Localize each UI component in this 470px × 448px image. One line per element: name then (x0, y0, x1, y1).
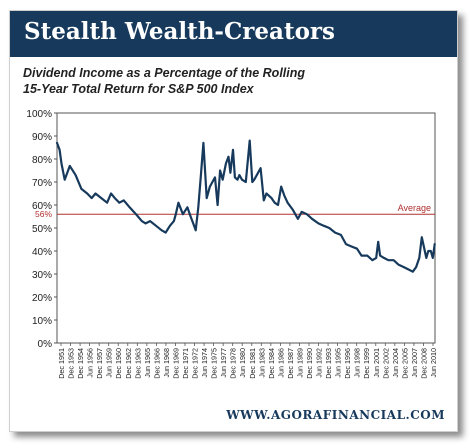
x-tick-label: Jun 2010 (429, 348, 438, 378)
y-tick-label: 10% (32, 316, 52, 327)
x-tick-label: Dec 1966 (152, 348, 161, 379)
x-tick-label: Jun 1959 (105, 348, 114, 378)
x-tick-label: Dec 1993 (324, 348, 333, 379)
x-tick-label: Jun 1968 (162, 348, 171, 378)
x-tick-label: Dec 1990 (305, 348, 314, 379)
chart-subtitle: 15-Year Total Return for S&P 500 Index (23, 82, 254, 96)
x-tick-label: Dec 2008 (419, 348, 428, 379)
series-line (55, 139, 436, 273)
y-tick-label: 50% (32, 224, 52, 235)
x-tick-label: Dec 1969 (171, 348, 180, 379)
x-tick-label: Dec 1996 (343, 348, 352, 379)
x-tick-label: Jun 1989 (295, 348, 304, 378)
header-banner: Stealth Wealth-Creators (10, 11, 457, 57)
x-tick-label: Dec 1975 (210, 348, 219, 379)
chart-card: Stealth Wealth-Creators Dividend Income … (9, 10, 458, 432)
x-tick-label: Jun 1956 (86, 348, 95, 378)
x-tick-label: Dec 1962 (124, 348, 133, 379)
x-tick-label: Jun 1977 (219, 348, 228, 378)
y-tick-label: 90% (32, 132, 52, 143)
average-value-label: 56% (35, 209, 52, 219)
x-tick-label: Dec 1971 (181, 348, 190, 379)
x-tick-label: Jun 1974 (200, 348, 209, 378)
x-tick-label: Dec 1987 (286, 348, 295, 379)
x-tick-label: Jun 2004 (391, 348, 400, 378)
y-tick-label: 40% (32, 247, 52, 258)
x-tick-label: Dec 1951 (57, 348, 66, 379)
x-tick-label: Dec 2002 (381, 348, 390, 379)
x-tick-label: Jun 1986 (276, 348, 285, 378)
x-tick-label: Dec 1978 (229, 348, 238, 379)
average-label: Average (398, 203, 431, 213)
footer: WWW.AGORAFINANCIAL.COM (10, 406, 457, 424)
x-tick-label: Dec 1957 (95, 348, 104, 379)
plot-frame (56, 112, 436, 344)
x-tick-label: Jun 1992 (315, 348, 324, 378)
x-tick-label: Dec 1954 (76, 348, 85, 379)
x-tick-label: Jun 2001 (372, 348, 381, 378)
x-tick-label: Dec 1999 (362, 348, 371, 379)
y-tick-label: 80% (32, 155, 52, 166)
y-tick-label: 60% (32, 201, 52, 212)
x-tick-label: Dec 1981 (248, 348, 257, 379)
x-tick-label: Dec 1984 (267, 348, 276, 379)
y-tick-label: 30% (32, 270, 52, 281)
x-tick-label: Dec 1963 (133, 348, 142, 379)
x-tick-label: Jun 1998 (353, 348, 362, 378)
y-tick-label: 20% (32, 293, 52, 304)
x-tick-label: Dec 1960 (114, 348, 123, 379)
dividend-chart: 0% 10% 20% 30% 40% 50% 60% 70% 80% 90% 100% Dec 195… (26, 109, 438, 379)
x-tick-label: Dec 1953 (67, 348, 76, 379)
x-tick-label: Jun 1965 (143, 348, 152, 378)
x-tick-label: Jun 2007 (410, 348, 419, 378)
x-tick-label: Dec 2005 (400, 348, 409, 379)
footer-url: WWW.AGORAFINANCIAL.COM (226, 408, 445, 422)
x-tick-label: Dec 1972 (191, 348, 200, 379)
x-tick-label: Jun 1995 (334, 348, 343, 378)
x-tick-label: Jun 1980 (238, 348, 247, 378)
y-tick-label: 0% (38, 339, 53, 350)
x-tick-label: Jun 1983 (257, 348, 266, 378)
y-tick-label: 100% (26, 109, 52, 120)
y-tick-label: 70% (32, 178, 52, 189)
chart-title: Dividend Income as a Percentage of the R… (23, 66, 306, 80)
header-title: Stealth Wealth-Creators (24, 18, 335, 45)
